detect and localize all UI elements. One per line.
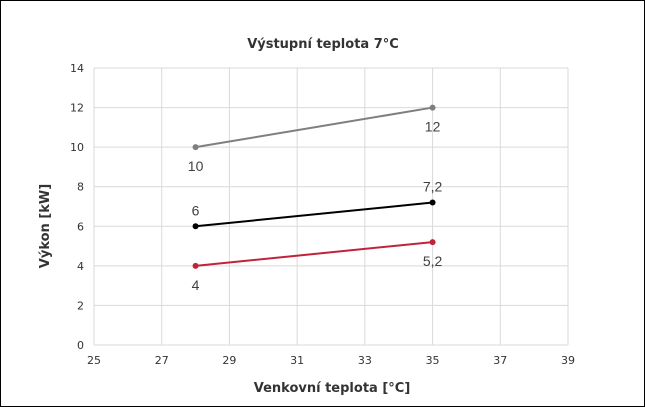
x-tick-label: 33: [358, 354, 372, 367]
data-label: 7,2: [423, 179, 443, 195]
y-axis-title: Výkon [kW]: [38, 184, 53, 268]
data-point: [429, 104, 436, 111]
y-tick-label: 2: [77, 299, 84, 312]
data-label: 12: [425, 119, 441, 135]
series-line: [195, 201, 433, 228]
y-tick-label: 0: [77, 339, 84, 352]
x-tick-label: 27: [155, 354, 169, 367]
data-label: 4: [192, 277, 200, 293]
series-line: [195, 106, 433, 149]
x-tick-label: 37: [493, 354, 507, 367]
y-tick-label: 12: [70, 102, 84, 115]
y-tick-label: 4: [77, 260, 84, 273]
data-point: [429, 199, 436, 206]
x-tick-label: 25: [87, 354, 101, 367]
data-point: [429, 239, 436, 246]
data-point: [192, 262, 199, 269]
data-labels: 10 12 6 7,2 4 5,2: [188, 119, 443, 293]
y-axis-ticks: 0 2 4 6 8 10 12 14: [70, 62, 84, 352]
y-tick-label: 14: [70, 62, 84, 75]
x-tick-label: 31: [290, 354, 304, 367]
data-point: [192, 223, 199, 230]
x-axis-title: Venkovní teplota [°C]: [254, 381, 411, 396]
x-tick-label: 29: [222, 354, 236, 367]
data-label: 5,2: [423, 253, 443, 269]
data-point: [192, 144, 199, 151]
chart-title: Výstupní teplota 7°C: [247, 37, 399, 52]
data-label: 6: [192, 202, 200, 218]
y-tick-label: 6: [77, 220, 84, 233]
data-label: 10: [188, 158, 204, 174]
x-tick-label: 39: [561, 354, 575, 367]
series-layer: [192, 104, 436, 269]
y-tick-label: 8: [77, 181, 84, 194]
y-tick-label: 10: [70, 141, 84, 154]
x-axis-ticks: 25 27 29 31 33 35 37 39: [87, 354, 575, 367]
x-tick-label: 35: [426, 354, 440, 367]
series-line: [195, 241, 433, 267]
gridlines: [93, 67, 569, 346]
